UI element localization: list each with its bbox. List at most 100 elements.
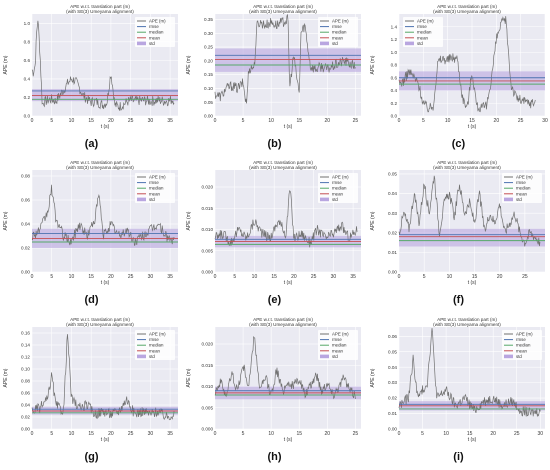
x-tick-label: 20 xyxy=(325,118,331,124)
legend-label: std xyxy=(332,354,338,359)
x-tick-label: 35 xyxy=(167,118,173,124)
x-tick-label: 10 xyxy=(69,118,75,124)
x-tick-label: 30 xyxy=(542,118,548,124)
ape-series-line xyxy=(31,184,175,246)
x-tick-label: 5 xyxy=(242,118,245,124)
x-tick-label: 30 xyxy=(538,431,544,437)
legend-label: median xyxy=(332,30,347,35)
chart-title: APE w.r.t. translation part (m) xyxy=(437,317,497,322)
y-axis-label: APE (m) xyxy=(3,55,9,74)
x-tick-label: 35 xyxy=(167,274,173,280)
y-tick-label: 0.0 xyxy=(24,114,31,119)
chart-panel: APE w.r.t. translation part (m) (with SE(… xyxy=(0,0,183,156)
x-tick-label: 25 xyxy=(128,274,134,280)
x-tick-label: 15 xyxy=(467,431,473,437)
y-tick-label: 0.05 xyxy=(388,349,397,354)
x-tick-label: 20 xyxy=(108,118,114,124)
legend-label: APE (m) xyxy=(516,332,533,337)
legend-swatch xyxy=(405,41,414,46)
chart-title: APE w.r.t. translation part (m) xyxy=(437,160,497,165)
panel-label: (d) xyxy=(84,294,99,306)
x-tick-label: 20 xyxy=(325,431,331,437)
legend-label: mean xyxy=(332,348,344,353)
legend-swatch xyxy=(137,41,146,46)
chart-panel: APE w.r.t. translation part (m) (with SE(… xyxy=(183,156,366,312)
x-tick-label: 10 xyxy=(445,118,451,124)
chart-subtitle: (with SE(3) Umeyama alignment) xyxy=(433,165,501,170)
x-tick-label: 35 xyxy=(350,274,356,280)
legend-label: APE (m) xyxy=(149,175,166,180)
y-tick-label: 0.35 xyxy=(204,17,213,22)
x-tick-label: 25 xyxy=(353,431,359,437)
chart-panel: APE w.r.t. translation part (m) (with SE(… xyxy=(367,0,550,156)
legend-box xyxy=(318,17,358,47)
x-tick-label: 5 xyxy=(50,431,53,437)
x-tick-label: 0 xyxy=(214,431,217,437)
y-tick-label: 0.16 xyxy=(21,331,30,336)
legend-label: rmse xyxy=(332,180,342,185)
y-tick-label: 0.015 xyxy=(202,363,214,368)
x-tick-label: 25 xyxy=(518,118,524,124)
chart-panel: APE w.r.t. translation part (m) (with SE(… xyxy=(0,313,183,469)
legend-label: median xyxy=(149,186,164,191)
legend-box xyxy=(502,330,542,360)
y-tick-label: 0.4 xyxy=(391,88,398,93)
y-tick-label: 0.12 xyxy=(21,355,30,360)
legend-label: median xyxy=(516,186,531,191)
y-tick-label: 0.8 xyxy=(391,63,398,68)
x-tick-label: 20 xyxy=(490,431,496,437)
legend-label: APE (m) xyxy=(332,332,349,337)
legend-label: rmse xyxy=(149,180,159,185)
x-tick-label: 5 xyxy=(50,274,53,280)
y-tick-label: 0.015 xyxy=(202,206,214,211)
y-tick-label: 0.000 xyxy=(202,270,214,275)
y-tick-label: 0.05 xyxy=(388,172,397,177)
x-tick-label: 25 xyxy=(311,274,317,280)
legend-label: mean xyxy=(417,35,429,40)
y-tick-label: 0.04 xyxy=(21,222,30,227)
x-tick-label: 0 xyxy=(31,118,34,124)
legend-label: std xyxy=(417,41,423,46)
y-tick-label: 0.03 xyxy=(388,380,397,385)
y-tick-label: 0.08 xyxy=(21,379,30,384)
y-tick-label: 0.06 xyxy=(21,391,30,396)
y-tick-label: 0.00 xyxy=(21,270,30,275)
x-axis-label: t (s) xyxy=(101,124,110,130)
y-tick-label: 0.15 xyxy=(204,72,213,77)
x-tick-label: 10 xyxy=(268,118,274,124)
ape-series-line xyxy=(214,335,356,400)
x-tick-label: 10 xyxy=(447,274,453,280)
y-tick-label: 0.04 xyxy=(388,191,397,196)
chart-panel: APE w.r.t. translation part (m) (with SE(… xyxy=(0,156,183,312)
y-tick-label: 0.6 xyxy=(24,58,31,63)
x-tick-label: 25 xyxy=(128,431,134,437)
x-axis-label: t (s) xyxy=(101,280,110,286)
y-axis-label: APE (m) xyxy=(186,55,192,74)
legend-label: mean xyxy=(516,191,528,196)
y-tick-label: 0.06 xyxy=(21,198,30,203)
legend-label: median xyxy=(332,186,347,191)
chart-panel: APE w.r.t. translation part (m) (with SE(… xyxy=(367,156,550,312)
x-tick-label: 20 xyxy=(497,274,503,280)
x-tick-label: 0 xyxy=(214,118,217,124)
legend-label: rmse xyxy=(332,337,342,342)
legend-box xyxy=(135,17,175,47)
x-tick-label: 0 xyxy=(31,274,34,280)
y-tick-label: 0.000 xyxy=(202,427,214,432)
ape-series-line xyxy=(398,16,536,113)
x-tick-label: 10 xyxy=(69,274,75,280)
x-tick-label: 15 xyxy=(296,431,302,437)
x-tick-label: 0 xyxy=(398,274,401,280)
legend-label: APE (m) xyxy=(417,19,434,24)
legend-box xyxy=(135,330,175,360)
y-tick-label: 0.00 xyxy=(21,427,30,432)
x-tick-label: 15 xyxy=(88,118,94,124)
x-tick-label: 25 xyxy=(514,431,520,437)
y-tick-label: 0.00 xyxy=(204,114,213,119)
chart-title: APE w.r.t. translation part (m) xyxy=(253,317,313,322)
x-tick-label: 30 xyxy=(331,274,337,280)
